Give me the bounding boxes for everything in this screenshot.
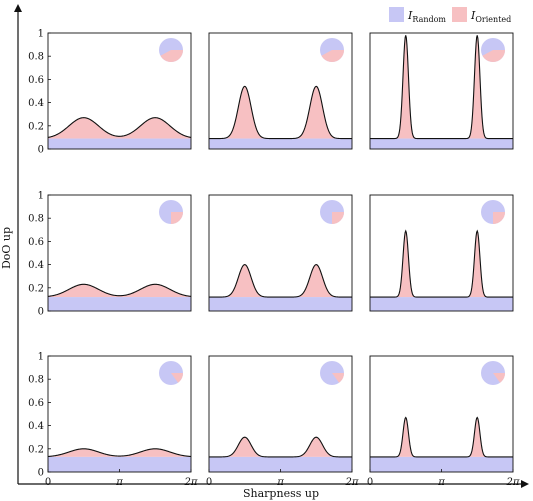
- pie-oriented-slice: [332, 373, 344, 383]
- panel-frame: [369, 32, 514, 150]
- oriented-area: [370, 417, 513, 457]
- y-tick-label: 0.8: [28, 52, 44, 63]
- legend: IRandom IOriented: [389, 7, 511, 24]
- pie-oriented-slice: [493, 373, 505, 383]
- random-band: [370, 456, 513, 472]
- y-tick-label: 0: [38, 145, 44, 156]
- curve-line: [47, 448, 192, 458]
- pie-oriented-slice: [171, 212, 183, 224]
- y-axis-label: DoO up: [0, 227, 13, 269]
- oriented-area: [370, 230, 513, 298]
- pie-oriented-slice: [160, 50, 183, 63]
- legend-label-oriented: IOriented: [470, 9, 511, 24]
- legend-symbol-oriented: I: [470, 9, 476, 22]
- oriented-area: [48, 284, 191, 298]
- curve-line: [370, 416, 513, 458]
- panel-frame: [208, 194, 353, 312]
- panel-r1c1: 0 0.2 0.4 0.6 0.8 1: [28, 29, 192, 156]
- y-tick-label: 0.6: [28, 398, 44, 409]
- x-tick-label: 0: [367, 477, 373, 488]
- curve-line: [209, 436, 352, 458]
- y-tick-label: 1: [38, 352, 44, 363]
- random-band: [370, 297, 513, 311]
- panel-r2c3: [369, 194, 514, 312]
- legend-swatch-random: [389, 7, 404, 22]
- panel-r3c1: 0 0.2 0.4 0.6 0.8 1 0 π 2π: [28, 352, 198, 489]
- x-tick-label: 2π: [184, 477, 198, 488]
- oriented-area: [209, 437, 352, 457]
- y-tick-label: 0.6: [28, 75, 44, 86]
- y-tick-label: 0.4: [28, 421, 44, 432]
- curve-line: [209, 264, 352, 298]
- x-tick-label: π: [437, 477, 445, 488]
- pie-oriented-slice: [171, 373, 183, 383]
- oriented-area: [48, 448, 191, 457]
- panel-r2c1: 0 0.2 0.4 0.6 0.8 1: [28, 191, 192, 318]
- x-tick-label: 2π: [345, 477, 359, 488]
- curve-line: [47, 117, 192, 138]
- oriented-area: [48, 117, 191, 139]
- legend-label-random: IRandom: [407, 9, 446, 24]
- random-band: [209, 456, 352, 472]
- pie-oriented-slice: [321, 50, 344, 63]
- random-band: [370, 138, 513, 149]
- curve-line: [370, 35, 513, 140]
- legend-swatch-oriented: [452, 7, 467, 22]
- pie-oriented-slice: [332, 212, 344, 224]
- y-tick-label: 0.4: [28, 260, 44, 271]
- legend-symbol-random: I: [407, 9, 413, 22]
- random-band: [209, 138, 352, 149]
- x-tick-label: 0: [206, 477, 212, 488]
- pie-oriented-slice: [493, 212, 505, 224]
- panel-r1c2: [208, 32, 353, 150]
- panels: 0 0.2 0.4 0.6 0.8 1 0 0.2 0.4 0.6 0.8 1 0 0.2 0.4 0.6 0.…: [28, 29, 520, 489]
- random-band: [48, 456, 191, 472]
- panel-r2c2: [208, 194, 353, 312]
- curve-line: [370, 229, 513, 298]
- random-band: [209, 297, 352, 311]
- panel-frame: [47, 194, 192, 312]
- y-tick-label: 0.2: [28, 283, 44, 294]
- y-tick-label: 0: [38, 468, 44, 479]
- x-tick-label: π: [276, 477, 284, 488]
- x-tick-label: π: [115, 477, 123, 488]
- pie-oriented-slice: [482, 50, 505, 63]
- x-tick-label: 2π: [506, 477, 520, 488]
- panel-r3c3: 0 π 2π: [367, 355, 520, 488]
- y-tick-label: 0.8: [28, 375, 44, 386]
- x-tick-label: 0: [45, 477, 51, 488]
- y-tick-label: 1: [38, 29, 44, 40]
- legend-sub-oriented: Oriented: [475, 15, 511, 24]
- panel-frame: [47, 32, 192, 150]
- y-tick-label: 0.6: [28, 237, 44, 248]
- legend-sub-random: Random: [412, 15, 446, 24]
- y-tick-label: 0.2: [28, 121, 44, 132]
- curve-line: [47, 283, 192, 297]
- x-axis-label: Sharpness up: [243, 487, 319, 500]
- curve-line: [209, 85, 352, 140]
- random-band: [48, 297, 191, 311]
- oriented-area: [209, 86, 352, 139]
- oriented-area: [209, 264, 352, 298]
- oriented-area: [370, 35, 513, 139]
- panel-frame: [369, 194, 514, 312]
- panel-frame: [208, 32, 353, 150]
- panel-r1c3: [369, 32, 514, 150]
- y-tick-label: 0.8: [28, 214, 44, 225]
- panel-r3c2: 0 π 2π: [206, 355, 359, 488]
- y-tick-label: 0: [38, 307, 44, 318]
- y-tick-label: 0.4: [28, 98, 44, 109]
- y-tick-label: 1: [38, 191, 44, 202]
- random-band: [48, 138, 191, 149]
- y-tick-label: 0.2: [28, 444, 44, 455]
